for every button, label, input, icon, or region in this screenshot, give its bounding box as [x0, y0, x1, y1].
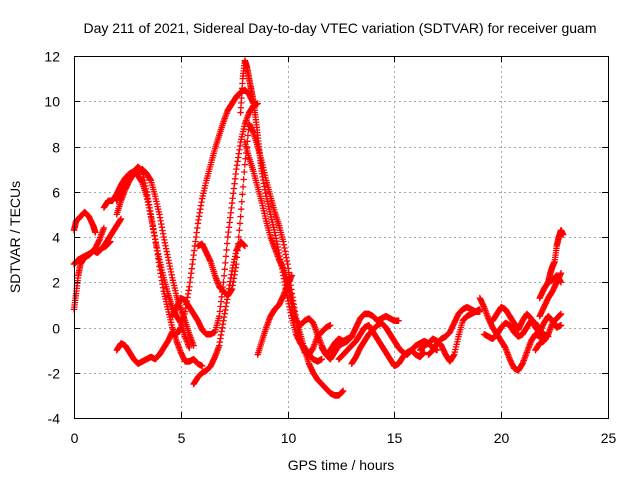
x-tick-label: 5 — [178, 430, 186, 446]
data-point — [235, 233, 242, 241]
y-axis-label: SDTVAR / TECUs — [7, 181, 23, 293]
data-point — [221, 266, 228, 273]
series-arc-24 — [489, 303, 565, 336]
data-point — [557, 270, 565, 277]
data-point — [557, 310, 565, 318]
series-arc-10 — [173, 86, 257, 338]
x-tick-label: 0 — [71, 430, 79, 446]
data-point — [339, 387, 347, 395]
data-point — [239, 191, 246, 198]
data-point — [100, 224, 108, 232]
series-arc-28 — [532, 310, 565, 354]
y-tick-label: 2 — [52, 275, 60, 291]
data-point — [557, 322, 565, 329]
data-point — [222, 253, 230, 260]
series-arc-20 — [416, 306, 484, 365]
y-tick-labels: -4 -2 0 2 4 6 8 10 12 — [44, 49, 60, 427]
data-point — [237, 213, 244, 220]
data-point — [421, 349, 428, 356]
y-tick-label: 4 — [52, 230, 60, 246]
data-points — [70, 57, 567, 399]
data-point — [117, 215, 125, 223]
data-point — [186, 344, 193, 352]
y-tick-label: 12 — [44, 49, 60, 65]
y-tick-label: 10 — [44, 94, 60, 110]
data-point — [244, 132, 252, 139]
data-point — [238, 198, 246, 205]
data-point — [288, 272, 296, 279]
data-point — [220, 272, 228, 279]
y-tick-label: 6 — [52, 185, 60, 201]
data-point — [239, 183, 247, 191]
x-axis-label: GPS time / hours — [288, 457, 395, 473]
data-point — [476, 308, 484, 315]
data-point — [220, 279, 227, 286]
data-point — [223, 240, 231, 247]
data-point — [240, 176, 247, 183]
series-arc-3 — [70, 224, 108, 268]
data-point — [242, 155, 249, 162]
data-point — [223, 246, 230, 254]
x-tick-labels: 0 5 10 15 20 25 — [71, 430, 617, 446]
x-tick-label: 20 — [494, 430, 510, 446]
series-arc-6 — [113, 165, 197, 349]
data-point — [169, 328, 176, 336]
data-point — [241, 161, 249, 168]
data-point — [557, 279, 565, 286]
data-point — [198, 362, 206, 370]
data-point — [238, 206, 245, 213]
data-point — [222, 259, 229, 267]
data-point — [236, 220, 244, 227]
x-tick-label: 10 — [281, 430, 297, 446]
x-tick-label: 15 — [387, 430, 403, 446]
data-point — [241, 242, 249, 250]
series-arc-12 — [190, 238, 249, 388]
series-arc-7 — [113, 163, 206, 370]
data-point — [327, 322, 334, 329]
series-arc-19 — [348, 319, 441, 367]
series-arc-27 — [544, 227, 567, 286]
data-point — [559, 231, 567, 238]
y-tick-label: -4 — [48, 411, 61, 427]
data-point — [190, 342, 197, 349]
chart-title: Day 211 of 2021, Sidereal Day-to-day VTE… — [83, 20, 596, 36]
x-tick-label: 25 — [601, 430, 617, 446]
y-tick-label: -2 — [48, 366, 61, 382]
series-arc-21 — [425, 303, 484, 358]
series-arc-8 — [113, 328, 176, 367]
data-point — [318, 355, 325, 363]
data-point — [236, 227, 243, 234]
series-arc-5 — [100, 215, 125, 250]
series-arc-17 — [318, 310, 402, 358]
y-tick-label: 8 — [52, 140, 60, 156]
data-point — [395, 317, 402, 324]
axis-ticks — [74, 56, 609, 419]
y-tick-label: 0 — [52, 321, 60, 337]
data-point — [92, 229, 99, 236]
data-point — [241, 168, 248, 176]
